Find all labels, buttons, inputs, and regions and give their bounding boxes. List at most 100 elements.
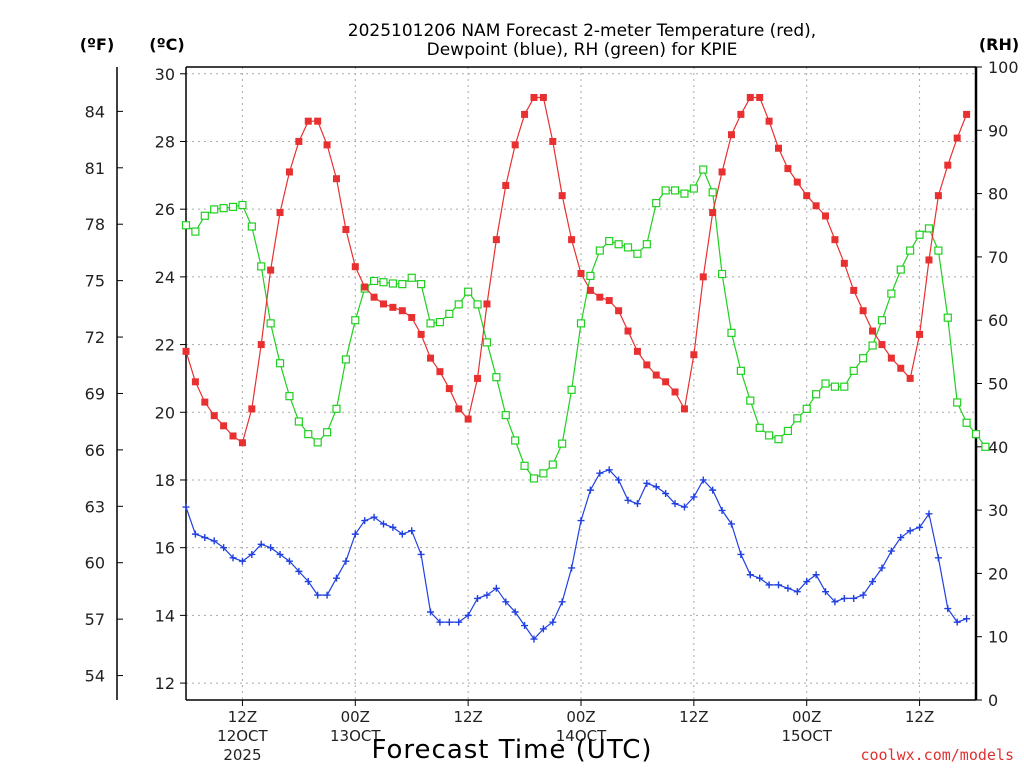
celsius-tick-label: 28 (155, 132, 175, 151)
rh-tick-label: 20 (988, 564, 1008, 583)
temperature-point (182, 347, 190, 355)
temperature-point (822, 212, 830, 220)
rh-point (670, 186, 680, 195)
dewpoint-point (521, 622, 529, 630)
dewpoint-point (765, 581, 773, 589)
dewpoint-point (238, 557, 246, 565)
x-axis-label: Forecast Time (UTC) (371, 735, 652, 765)
dewpoint-point (633, 500, 641, 508)
temperature-point (342, 225, 350, 233)
rh-point (802, 404, 811, 413)
dewpoint-point (944, 605, 952, 613)
rh-point (285, 392, 294, 401)
rh-point (228, 202, 238, 211)
rh-point (595, 246, 604, 255)
dewpoint-point (869, 578, 877, 586)
celsius-tick-label: 18 (155, 471, 175, 490)
rh-point (859, 354, 868, 363)
dewpoint-point (963, 615, 971, 623)
temperature-point (530, 93, 538, 101)
rh-point (934, 246, 943, 255)
rh-unit-label: (RH) (979, 35, 1019, 54)
rh-point (783, 426, 793, 436)
dewpoint-point (586, 486, 594, 494)
rh-point (266, 319, 275, 328)
temperature-point (840, 259, 848, 267)
rh-tick-label: 0 (988, 691, 998, 710)
dewpoint-point (427, 608, 435, 616)
celsius-tick-label: 20 (155, 403, 175, 422)
rh-point (398, 280, 407, 289)
dewpoint-point (408, 527, 416, 535)
rh-point (313, 438, 322, 447)
fahrenheit-tick-label: 63 (85, 497, 105, 516)
fahrenheit-tick-label: 54 (85, 667, 105, 686)
celsius-tick-label: 30 (155, 65, 175, 84)
rh-point (257, 262, 266, 271)
rh-point (426, 319, 435, 328)
dewpoint-point (680, 503, 688, 511)
x-tick-label: 00Z (792, 708, 821, 726)
dewpoint-point (624, 496, 632, 504)
rh-point (774, 435, 783, 444)
dewpoint-point (916, 523, 924, 531)
rh-point (981, 442, 990, 451)
rh-point (275, 359, 285, 368)
temperature-point (201, 398, 209, 406)
dewpoint-point (596, 469, 604, 477)
rh-point (586, 271, 595, 280)
temperature-point (671, 388, 679, 396)
temperature-point (295, 137, 303, 145)
rh-point (247, 222, 256, 231)
temperature-point (558, 192, 566, 200)
rh-point (529, 474, 539, 483)
rh-point (830, 382, 840, 391)
x-tick-label: 12Z (453, 708, 482, 726)
dewpoint-point (380, 520, 387, 528)
temperature-point (191, 378, 199, 386)
dewpoint-point (727, 520, 735, 528)
rh-point (567, 385, 576, 394)
rh-tick-label: 50 (988, 375, 1008, 394)
temperature-point (361, 283, 369, 291)
temperature-point (944, 161, 952, 169)
rh-point (915, 230, 924, 239)
temperature-point (389, 303, 397, 311)
temperature-point (549, 137, 557, 145)
credit-text: coolwx.com/models (860, 746, 1014, 764)
rh-point (812, 390, 821, 399)
temperature-point (699, 273, 707, 281)
dewpoint-point (709, 486, 717, 494)
temperature-point (229, 432, 237, 440)
x-tick-year: 2025 (223, 746, 261, 764)
temperature-point (539, 93, 547, 101)
dewpoint-point (803, 578, 811, 586)
rh-point (605, 236, 614, 246)
rh-point (680, 189, 689, 198)
rh-point (642, 240, 651, 249)
dewpoint-point (906, 527, 914, 535)
temperature-point (502, 181, 510, 189)
temperature-point (398, 307, 406, 315)
dewpoint-point (530, 635, 538, 643)
rh-point (708, 188, 717, 197)
chart-title-line-2: Dewpoint (blue), RH (green) for KPIE (427, 40, 738, 60)
temperature-point (577, 269, 585, 277)
rh-point (821, 379, 830, 388)
rh-point (473, 300, 482, 309)
axes-layer: 12 14 16 18 20 22 24 26 28 30 54 57 60 63 66 69 72 75 78 81… (85, 58, 1019, 764)
dewpoint-point (925, 510, 933, 518)
temperature-point (332, 175, 340, 183)
temperature-point (285, 168, 293, 176)
temperature-point (314, 117, 322, 125)
temperature-point (887, 354, 895, 362)
dewpoint-point (953, 618, 961, 626)
dewpoint-point (295, 567, 303, 575)
rh-point (953, 398, 962, 407)
x-tick-label: 00Z (341, 708, 370, 726)
temperature-point (925, 256, 933, 264)
temperature-point (380, 300, 387, 308)
celsius-unit-label: (ºC) (149, 35, 184, 54)
temperature-point (474, 374, 482, 382)
rh-point (736, 366, 745, 375)
